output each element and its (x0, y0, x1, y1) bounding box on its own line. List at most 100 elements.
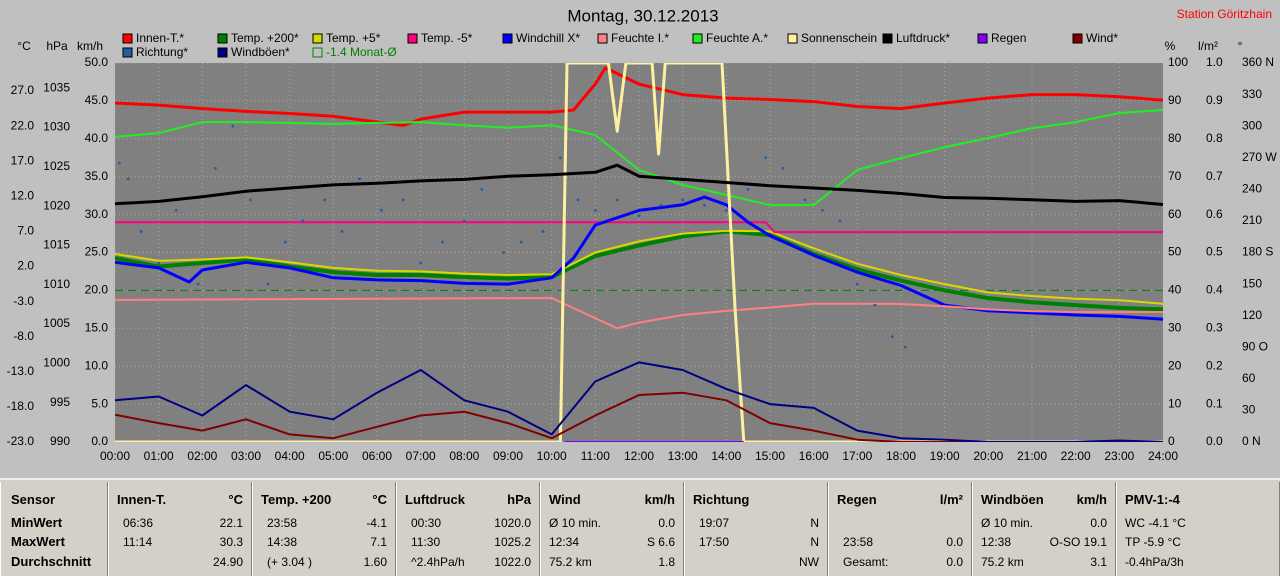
legend-marker (122, 47, 133, 58)
axis-title: hPa (46, 39, 68, 53)
series-line (115, 391, 1163, 442)
direction-dot (358, 177, 361, 181)
row-label: MinWert (11, 515, 63, 530)
y-tick-label: 50.0 (85, 55, 109, 69)
table-cell: N (810, 535, 819, 549)
legend-marker (882, 33, 893, 44)
chart: Montag, 30.12.2013 Station Göritzhain 00… (7, 6, 1278, 463)
legend-label: Regen (991, 31, 1026, 45)
y-tick-label: 0.1 (1206, 396, 1223, 410)
column-header: Richtung (693, 492, 750, 507)
table-cell: 17:50 (699, 535, 730, 549)
y-tick-label: 100 (1168, 55, 1188, 69)
legend-label: Richtung* (136, 45, 188, 59)
x-tick-label: 17:00 (842, 449, 872, 463)
table-cell: 23:58 (843, 535, 874, 549)
table-column: Temp. +200 °C 23:58 -4.1 14:38 7.1 (+ 3.04 ) 1.… (252, 482, 396, 576)
direction-dot (724, 208, 728, 212)
x-tick-label: 03:00 (231, 449, 261, 463)
column-unit: l/m² (939, 492, 963, 507)
legend-marker (217, 47, 228, 58)
y-tick-label: 0 (1168, 434, 1175, 448)
y-tick-label: 0.9 (1206, 93, 1223, 107)
y-tick-label: 35.0 (85, 169, 109, 183)
direction-dot (764, 156, 768, 160)
y-tick-label: 0.2 (1206, 358, 1223, 372)
legend-label: Feuchte A.* (706, 31, 768, 45)
y-tick-label: 0.3 (1206, 320, 1223, 334)
table-cell: 7.1 (370, 535, 387, 549)
y-tick-label: 30 (1168, 320, 1182, 334)
column-header: Regen (837, 492, 877, 507)
legend-label: Luftdruck* (896, 31, 950, 45)
y-tick-label: 40.0 (85, 131, 109, 145)
summary-table: Sensor MinWert MaxWert Durchschnitt Innen-T.… (0, 478, 1280, 576)
station-name: Station Göritzhain (1177, 7, 1272, 21)
x-tick-label: 01:00 (144, 449, 174, 463)
table-cell: 1025.2 (494, 535, 531, 549)
table-cell: 1022.0 (494, 555, 531, 569)
direction-dot (637, 214, 641, 218)
y-tick-label: 1.0 (1206, 55, 1223, 69)
column-header: Wind (549, 492, 581, 507)
y-tick-label: 12.0 (11, 189, 35, 203)
table-cell: 30.3 (219, 535, 243, 549)
direction-dot (615, 198, 619, 202)
direction-dot (248, 198, 252, 202)
direction-dot (681, 198, 685, 202)
table-cell: 11:30 (411, 535, 441, 549)
direction-dot (301, 219, 305, 223)
legend-marker (597, 33, 608, 44)
x-tick-label: 08:00 (449, 449, 479, 463)
y-tick-label: 10 (1168, 396, 1182, 410)
table-cell: -0.4hPa/3h (1125, 555, 1184, 569)
y-tick-label: 40 (1168, 283, 1182, 297)
table-cell: S 6.6 (646, 535, 675, 549)
direction-dot (196, 282, 200, 286)
y-tick-label: 30 (1242, 403, 1256, 417)
y-tick-label: -18.0 (7, 399, 35, 413)
x-tick-label: 13:00 (668, 449, 698, 463)
table-column: Regen l/m² 23:58 0.0 Gesamt: 0.0 (828, 482, 972, 576)
legend-marker (692, 33, 703, 44)
direction-dot (659, 203, 663, 207)
legend-label: Temp. +5* (326, 31, 381, 45)
direction-dot (502, 251, 506, 254)
y-tick-label: 2.0 (17, 259, 34, 273)
y-tick-label: 1025 (43, 159, 70, 173)
direction-dot (873, 303, 877, 307)
direction-dot (231, 124, 235, 128)
table-cell: 23:58 (267, 516, 298, 530)
table-cell: 75.2 km (549, 555, 592, 569)
y-tick-label: 0.7 (1206, 169, 1223, 183)
legend-marker (122, 33, 133, 44)
direction-dot (401, 198, 405, 202)
y-tick-label: 50 (1168, 245, 1182, 259)
y-tick-label: -3.0 (13, 294, 34, 308)
x-tick-label: 02:00 (187, 449, 217, 463)
table-cell: 22.1 (219, 516, 243, 530)
table-cell: 12:34 (549, 535, 580, 549)
direction-dot (340, 230, 344, 233)
direction-dot (283, 240, 287, 244)
axis-title: ° (1238, 39, 1243, 53)
x-tick-label: 23:00 (1104, 449, 1134, 463)
x-tick-label: 16:00 (799, 449, 829, 463)
y-tick-label: 0.5 (1206, 245, 1223, 259)
table-cell: Ø 10 min. (981, 516, 1034, 530)
table-column: Windböen km/h Ø 10 min. 0.0 12:38 O-SO 19.1 75… (972, 482, 1116, 576)
x-tick-label: 10:00 (537, 449, 567, 463)
table-cell: 1.60 (363, 555, 387, 569)
table-cell: 14:38 (267, 535, 298, 549)
table-cell: 1020.0 (494, 516, 531, 530)
direction-dot (126, 177, 130, 181)
x-tick-label: 11:00 (581, 449, 610, 463)
column-header: PMV-1:-4 (1125, 492, 1180, 507)
table-cell: O-SO 19.1 (1049, 535, 1107, 549)
table-header: Sensor (11, 492, 56, 507)
legend-marker (217, 33, 228, 44)
column-unit: °C (228, 492, 243, 507)
column-header: Windböen (981, 492, 1044, 507)
legend-label: -1.4 Monat-Ø (326, 45, 397, 59)
